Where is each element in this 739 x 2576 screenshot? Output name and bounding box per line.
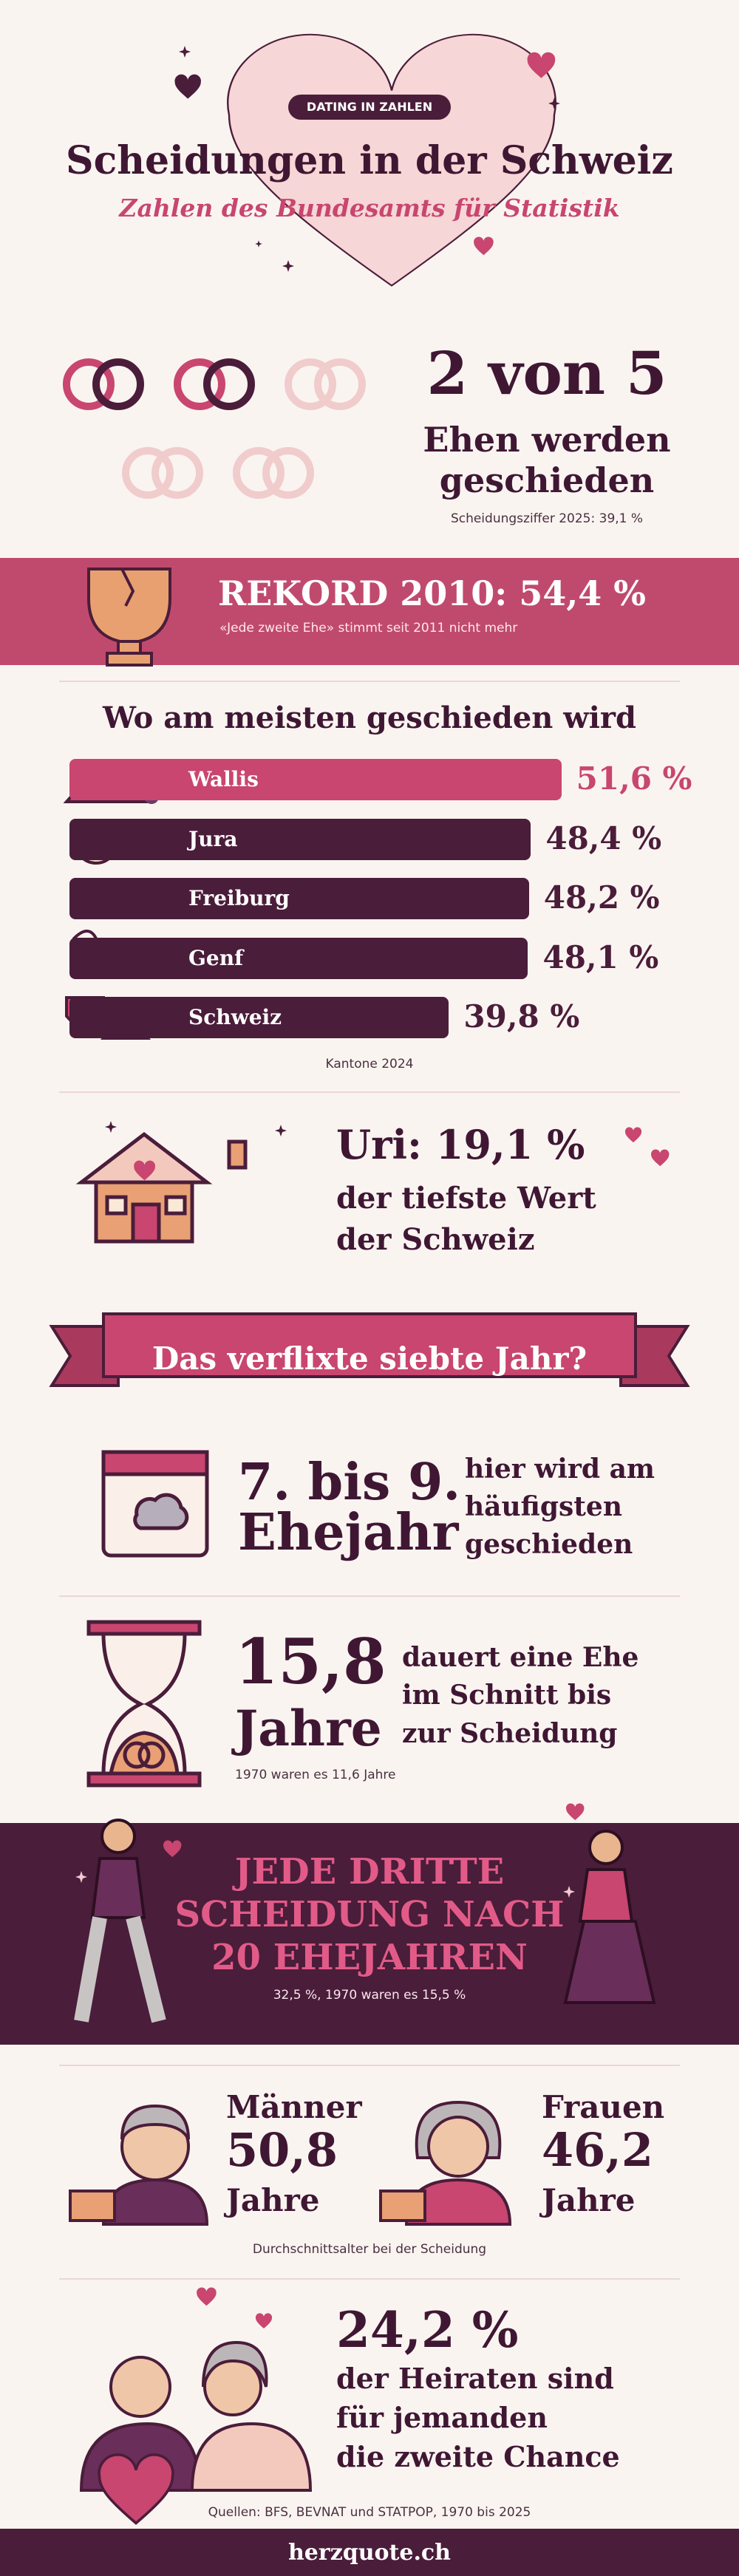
canton-bar <box>69 997 449 1038</box>
men-value: 50,8 <box>226 2123 338 2177</box>
long-note: 32,5 %, 1970 waren es 15,5 % <box>273 1988 466 2003</box>
peak-text: hier wird am <box>465 1454 655 1485</box>
lowest-text: der tiefste Wert <box>336 1181 596 1216</box>
rings-icon <box>63 358 366 499</box>
canton-name: Schweiz <box>188 1005 282 1029</box>
canton-value: 51,6 % <box>576 760 692 797</box>
lowest-text: der Schweiz <box>336 1222 535 1257</box>
canton-name: Wallis <box>188 767 259 791</box>
duration-headline: 15,8 <box>235 1625 386 1698</box>
footer-band <box>0 2529 739 2576</box>
house-icon <box>75 1131 248 1244</box>
subtitle: Zahlen des Bundesamts für Statistik <box>119 194 620 222</box>
peak-headline: 7. bis 9. <box>238 1453 460 1512</box>
women-value: 46,2 <box>542 2123 654 2177</box>
long-headline: SCHEIDUNG NACH <box>174 1894 565 1935</box>
cantons-title: Wo am meisten geschieden wird <box>103 701 636 735</box>
women-label: Frauen <box>542 2089 665 2125</box>
badge <box>288 95 451 120</box>
remarriage-text: der Heiraten sind <box>336 2362 614 2395</box>
duration-text: im Schnitt bis <box>402 1680 612 1711</box>
trophy-icon <box>87 568 171 667</box>
canton-bar <box>69 818 531 860</box>
couple-walking <box>74 1819 656 2023</box>
long-headline: 20 EHEJAHREN <box>211 1937 528 1978</box>
remarriage-text: für jemanden <box>336 2401 548 2434</box>
ratio-note: Scheidungsziffer 2025: 39,1 % <box>450 511 644 526</box>
lowest-headline: Uri: 19,1 % <box>336 1121 585 1168</box>
badge-text: DATING IN ZAHLEN <box>306 100 433 114</box>
duration-headline: Jahre <box>235 1700 382 1757</box>
footer-text: herzquote.ch <box>287 2540 451 2566</box>
canton-value: 48,4 % <box>545 820 662 856</box>
canton-name: Genf <box>188 945 244 970</box>
remarriage-text: die zweite Chance <box>336 2440 620 2473</box>
duration-note: 1970 waren es 11,6 Jahre <box>235 1768 396 1782</box>
peak-text: häufigsten <box>465 1491 622 1522</box>
long-headline: JEDE DRITTE <box>234 1851 505 1892</box>
men-unit: Jahre <box>226 2182 320 2218</box>
record-headline: REKORD 2010: 54,4 % <box>218 573 647 613</box>
age-note: Durchschnittsalter bei der Scheidung <box>252 2242 487 2257</box>
canton-bar <box>69 759 562 800</box>
sources: Quellen: BFS, BEVNAT und STATPOP, 1970 b… <box>208 2505 531 2520</box>
peak-headline: Ehejahr <box>238 1503 459 1562</box>
ratio-text: Ehen werden <box>423 420 671 460</box>
canton-value: 39,8 % <box>463 998 580 1035</box>
record-note: «Jede zweite Ehe» stimmt seit 2011 nicht… <box>219 621 518 636</box>
title: Scheidungen in der Schweiz <box>66 138 673 183</box>
women-unit: Jahre <box>542 2182 636 2218</box>
calendar-icon <box>101 1450 209 1558</box>
banner-ribbon <box>49 1312 690 1387</box>
woman-icon <box>379 2100 512 2226</box>
duration-text: dauert eine Ehe <box>402 1642 639 1673</box>
canton-name: Freiburg <box>188 886 290 910</box>
hourglass-icon <box>86 1620 202 1788</box>
man-icon <box>69 2104 209 2226</box>
remarriage-headline: 24,2 % <box>336 2301 519 2359</box>
ratio-text: geschieden <box>439 460 655 500</box>
duration-text: zur Scheidung <box>402 1718 618 1749</box>
canton-bar <box>69 878 529 919</box>
canton-value: 48,2 % <box>543 879 660 916</box>
men-label: Männer <box>226 2089 362 2125</box>
canton-bar <box>69 937 528 979</box>
ratio-headline: 2 von 5 <box>426 338 667 408</box>
canton-value: 48,1 % <box>542 938 659 975</box>
cantons-note: Kantone 2024 <box>325 1057 414 1071</box>
canton-name: Jura <box>188 826 238 851</box>
peak-text: geschieden <box>465 1529 633 1560</box>
banner-text: Das verflixte siebte Jahr? <box>151 1340 588 1377</box>
